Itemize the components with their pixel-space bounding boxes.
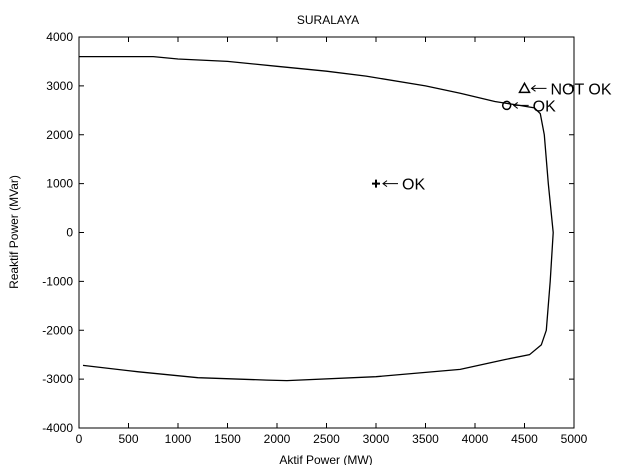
x-axis-ticks: 0 500 1000 1500 2000 2500 3000 3500 4000 4500 5000	[76, 37, 588, 446]
annotation-label: OK	[533, 98, 556, 115]
annotation-label: OK	[402, 177, 425, 194]
series-layer	[79, 57, 553, 381]
triangle-marker	[520, 83, 530, 92]
circle-marker	[503, 101, 511, 109]
x-tick-label: 4500	[511, 432, 538, 446]
y-axis-label: Reaktif Power (MVar)	[7, 175, 21, 289]
y-tick-label: -2000	[42, 323, 73, 337]
y-tick-label: -3000	[42, 372, 73, 386]
y-tick-label: 1000	[46, 177, 73, 191]
x-tick-label: 3000	[363, 432, 390, 446]
arrow-icon	[383, 181, 398, 187]
chart-title: SURALAYA	[297, 13, 359, 27]
x-tick-label: 0	[76, 432, 83, 446]
y-tick-label: -4000	[42, 421, 73, 435]
x-tick-label: 1500	[214, 432, 241, 446]
plus-marker	[372, 180, 380, 188]
y-tick-label: 4000	[46, 30, 73, 44]
x-tick-label: 2500	[313, 432, 340, 446]
x-tick-label: 4000	[462, 432, 489, 446]
plot-area	[79, 37, 574, 428]
x-tick-label: 2000	[264, 432, 291, 446]
arrow-icon	[532, 85, 547, 91]
y-tick-label: 2000	[46, 128, 73, 142]
capability-curve	[79, 57, 553, 381]
y-tick-label: 0	[66, 226, 73, 240]
y-tick-label: -1000	[42, 274, 73, 288]
arrow-icon	[514, 102, 529, 108]
x-tick-label: 3500	[412, 432, 439, 446]
annotation-label: NOT OK	[551, 81, 612, 98]
x-tick-label: 5000	[561, 432, 588, 446]
y-axis-ticks: -4000 -3000 -2000 -1000 0 1000 2000 3000 4000	[42, 30, 574, 435]
x-tick-label: 500	[118, 432, 138, 446]
x-axis-label: Aktif Power (MW)	[279, 453, 372, 465]
x-tick-label: 1000	[165, 432, 192, 446]
y-tick-label: 3000	[46, 79, 73, 93]
